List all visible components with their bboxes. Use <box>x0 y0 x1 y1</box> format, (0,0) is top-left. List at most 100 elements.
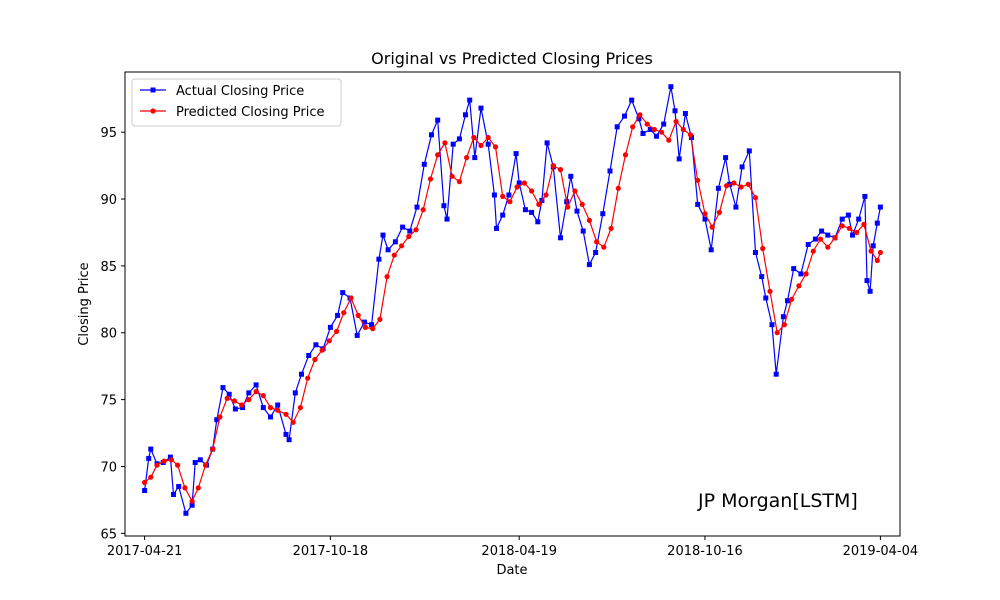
data-point-actual <box>759 274 765 280</box>
data-point-actual <box>450 141 456 147</box>
y-tick-label: 95 <box>100 126 117 141</box>
data-point-actual <box>513 151 519 157</box>
data-point-actual <box>864 278 870 284</box>
data-point-actual <box>232 406 238 412</box>
data-point-predicted <box>267 405 274 411</box>
data-point-predicted <box>817 236 824 242</box>
x-axis-label: Date <box>496 563 527 578</box>
data-point-actual <box>733 204 739 210</box>
data-point-actual <box>414 204 420 210</box>
data-point-predicted <box>536 201 542 207</box>
x-axis: 2017-04-21 2017-10-18 2018-04-19 2018-10-16… <box>107 536 918 559</box>
data-point-actual <box>421 161 427 167</box>
data-point-actual <box>544 140 550 146</box>
data-point-predicted <box>427 176 434 182</box>
data-point-predicted <box>442 140 448 146</box>
data-point-predicted <box>492 144 499 150</box>
data-point-predicted <box>745 181 751 187</box>
data-point-predicted <box>579 201 585 207</box>
data-point-predicted <box>202 462 209 468</box>
data-point-actual <box>167 454 173 460</box>
data-point-predicted <box>210 446 216 452</box>
data-point-actual <box>142 488 148 493</box>
legend-box <box>131 78 342 127</box>
data-point-predicted <box>868 248 874 254</box>
data-point-actual <box>791 266 797 272</box>
data-point-predicted <box>529 188 535 194</box>
data-point-predicted <box>290 419 296 425</box>
data-point-actual <box>485 141 491 147</box>
data-point-actual <box>240 405 246 411</box>
data-point-predicted <box>154 462 160 468</box>
data-point-actual <box>444 216 450 222</box>
data-point-predicted <box>420 207 426 213</box>
data-point-actual <box>600 211 606 217</box>
data-point-predicted <box>471 134 477 141</box>
data-point-predicted <box>312 356 318 363</box>
data-point-actual <box>874 220 880 226</box>
data-point-actual <box>825 232 831 238</box>
y-axis: 65 70 75 80 85 90 95 <box>100 126 125 542</box>
data-point-predicted <box>774 330 780 336</box>
data-point-predicted <box>673 118 679 125</box>
data-point-actual <box>283 431 289 437</box>
data-point-predicted <box>297 405 303 411</box>
data-point-actual <box>636 116 642 122</box>
y-tick-label: 90 <box>100 193 117 208</box>
data-point-predicted <box>148 474 154 480</box>
series-layer <box>142 84 884 516</box>
data-point-predicted <box>543 192 549 198</box>
data-point-predicted <box>377 316 383 322</box>
data-point-actual <box>376 256 382 262</box>
data-point-actual <box>862 193 868 199</box>
data-point-actual <box>839 216 845 222</box>
data-point-predicted <box>246 397 252 403</box>
data-point-predicted <box>810 248 816 254</box>
data-point-predicted <box>874 257 880 264</box>
data-point-predicted <box>557 167 564 173</box>
data-point-actual <box>785 298 790 304</box>
data-point-actual <box>146 455 152 461</box>
data-point-actual <box>176 484 182 489</box>
data-point-actual <box>380 232 386 238</box>
data-point-actual <box>392 239 398 245</box>
data-point-actual <box>763 295 769 301</box>
data-point-actual <box>340 290 346 296</box>
data-point-actual <box>568 173 574 179</box>
data-point-actual <box>715 185 721 191</box>
data-point-actual <box>183 510 189 516</box>
data-point-predicted <box>702 211 708 217</box>
data-point-predicted <box>435 152 441 158</box>
data-point-predicted <box>738 184 744 190</box>
data-point-predicted <box>666 137 672 143</box>
data-point-predicted <box>767 288 773 294</box>
data-point-predicted <box>760 245 766 252</box>
data-point-actual <box>877 204 883 210</box>
data-point-predicted <box>716 209 723 215</box>
data-point-actual <box>463 112 468 118</box>
data-point-actual <box>494 225 499 231</box>
chart-annotation: JP Morgan[LSTM] <box>697 490 858 512</box>
data-point-predicted <box>168 457 174 463</box>
data-point-actual <box>335 312 341 318</box>
x-tick-label: 2018-10-16 <box>667 544 743 559</box>
data-point-predicted <box>781 322 788 328</box>
data-point-predicted <box>709 224 715 230</box>
data-point-actual <box>467 97 473 103</box>
data-point-actual <box>805 242 811 247</box>
data-point-actual <box>629 97 635 103</box>
data-point-actual <box>171 492 176 497</box>
data-point-actual <box>429 132 434 138</box>
data-point-actual <box>435 117 441 123</box>
data-point-actual <box>192 460 198 465</box>
data-point-actual <box>682 111 688 116</box>
data-point-actual <box>275 402 281 408</box>
data-point-actual <box>614 124 620 130</box>
data-point-predicted <box>839 223 845 229</box>
data-point-predicted <box>514 184 520 190</box>
data-point-actual <box>535 219 541 225</box>
y-tick-label: 65 <box>100 527 117 542</box>
data-point-predicted <box>449 173 455 179</box>
